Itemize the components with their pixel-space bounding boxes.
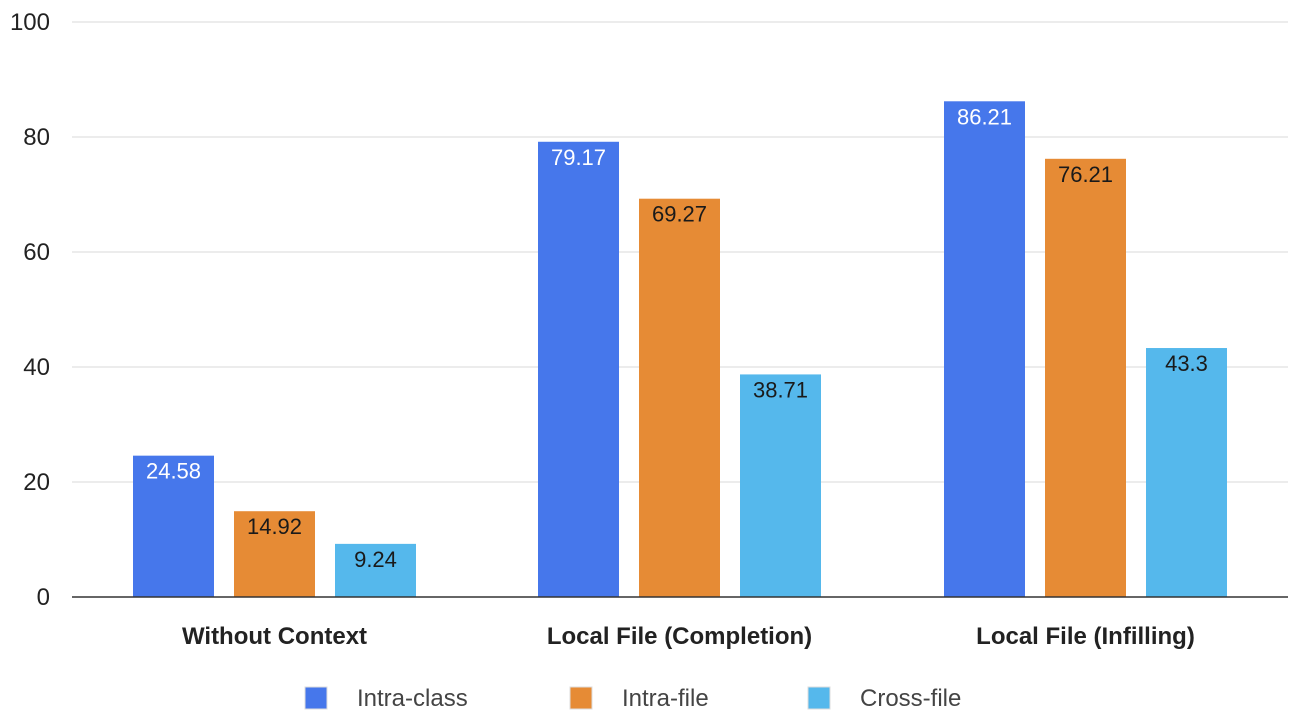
y-tick-label: 20 <box>23 469 50 496</box>
bar-cross-file-without-context <box>335 543 416 597</box>
bar-intra-class-local-file-completion <box>538 141 619 597</box>
legend-item-cross-file: Cross-file <box>807 685 961 712</box>
data-label: 69.27 <box>652 202 707 227</box>
data-labels: 24.58 14.92 9.24 79.17 69.27 38.71 86.21 76.21 4… <box>146 104 1208 572</box>
y-tick-label: 80 <box>23 124 50 151</box>
x-tick-label: Local File (Completion) <box>547 623 812 650</box>
bar-intra-class-without-context <box>133 455 214 597</box>
y-tick-label: 60 <box>23 239 50 266</box>
legend-item-intra-class: Intra-class <box>304 685 468 712</box>
legend-item-intra-file: Intra-file <box>569 685 709 712</box>
legend-swatch <box>807 686 831 710</box>
bar-cross-file-local-file-completion <box>740 374 821 597</box>
bar-intra-file-local-file-completion <box>639 198 720 597</box>
data-label: 14.92 <box>247 514 302 539</box>
x-axis: Without Context Local File (Completion) Lo… <box>72 596 1288 650</box>
x-tick-label: Local File (Infilling) <box>976 623 1195 650</box>
x-tick-label: Without Context <box>182 623 367 650</box>
data-label: 43.3 <box>1165 351 1208 376</box>
data-label: 79.17 <box>551 145 606 170</box>
data-label: 76.21 <box>1058 162 1113 187</box>
y-tick-label: 40 <box>23 354 50 381</box>
data-label: 24.58 <box>146 459 201 484</box>
data-label: 38.71 <box>753 377 808 402</box>
bar-intra-file-local-file-infilling <box>1045 158 1126 598</box>
legend: Intra-class Intra-file Cross-file <box>304 685 961 712</box>
bar-cross-file-local-file-infilling <box>1146 348 1227 597</box>
legend-label: Cross-file <box>860 685 961 712</box>
legend-swatch <box>569 686 593 710</box>
bars <box>133 101 1227 598</box>
legend-swatch <box>304 686 328 710</box>
y-axis: 0 20 40 60 80 100 <box>10 9 50 611</box>
legend-label: Intra-class <box>357 685 468 712</box>
bar-intra-class-local-file-infilling <box>944 101 1025 597</box>
y-tick-label: 0 <box>37 584 50 611</box>
legend-label: Intra-file <box>622 685 709 712</box>
data-label: 9.24 <box>354 547 397 572</box>
y-tick-label: 100 <box>10 9 50 36</box>
data-label: 86.21 <box>957 104 1012 129</box>
bar-intra-file-without-context <box>234 511 315 597</box>
